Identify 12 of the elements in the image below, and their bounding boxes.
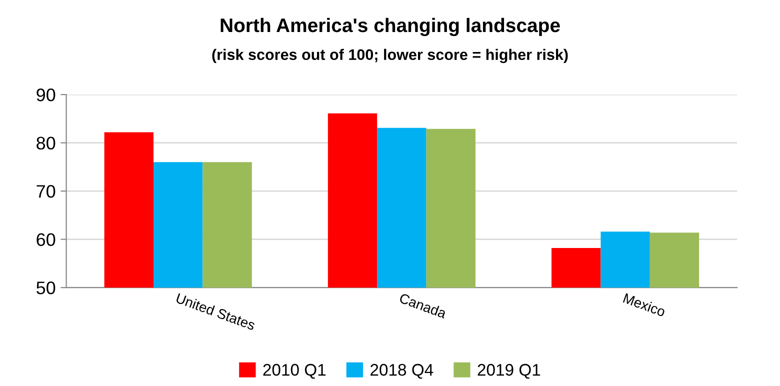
x-tick-label: United States xyxy=(176,292,256,330)
x-tick-label: Mexico xyxy=(622,292,666,317)
y-tick-label: 80 xyxy=(36,136,56,150)
chart-subtitle: (risk scores out of 100; lower score = higher risk) xyxy=(212,48,568,64)
legend-label: 2010 Q1 xyxy=(263,364,326,379)
y-tick-label: 50 xyxy=(36,282,56,294)
legend-label: 2018 Q4 xyxy=(370,364,434,379)
chart-title: North America's changing landscape xyxy=(220,18,560,36)
y-tick-label: 70 xyxy=(36,185,56,198)
y-tick-label: 90 xyxy=(36,88,56,102)
legend-label: 2019 Q1 xyxy=(478,364,540,379)
y-tick-label: 60 xyxy=(36,233,56,246)
